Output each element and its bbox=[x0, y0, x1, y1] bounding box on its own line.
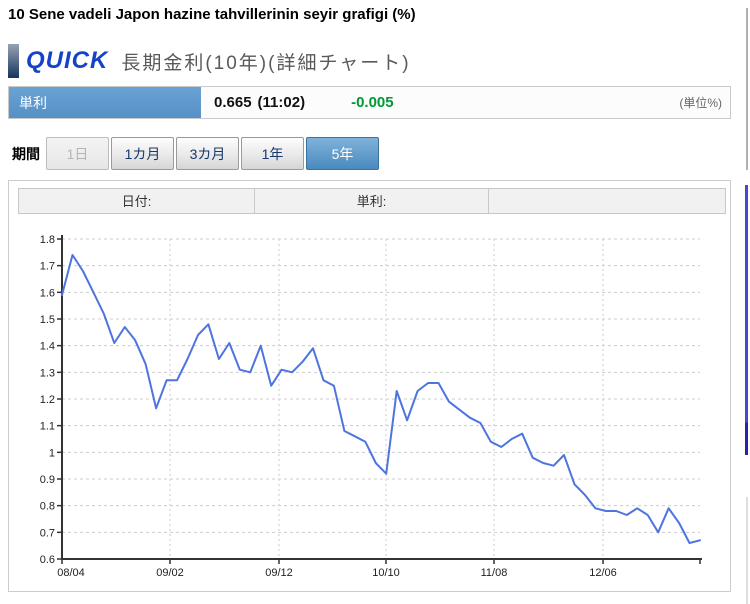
tab-1day: 1日 bbox=[46, 137, 109, 170]
x-tick-label: 09/02 bbox=[156, 567, 184, 579]
tooltip-rate-cell: 単利: bbox=[254, 188, 489, 214]
x-tick-label: 12/06 bbox=[589, 567, 617, 579]
chart-panel: 日付: 単利: 1.8 1.7 1.6 1.5 1.4 1.3 1.2 1.1 1 0.9 0.8 0… bbox=[8, 180, 731, 592]
period-label: 期間 bbox=[12, 145, 40, 162]
tooltip-date-cell: 日付: bbox=[18, 188, 255, 214]
y-tick-label: 1.6 bbox=[40, 287, 55, 299]
quote-value: 0.665 bbox=[214, 94, 252, 111]
tab-3months[interactable]: 3カ月 bbox=[176, 137, 239, 170]
quote-unit-note: (単位%) bbox=[679, 96, 722, 110]
y-tick-label: 1.2 bbox=[40, 394, 55, 406]
instrument-title: 長期金利(10年)(詳細チャート) bbox=[121, 52, 411, 74]
page-edge-artifact-blue bbox=[745, 185, 748, 455]
line-chart[interactable]: 1.8 1.7 1.6 1.5 1.4 1.3 1.2 1.1 1 0.9 0.8 0.7 0.608/… bbox=[9, 181, 730, 591]
page-edge-artifact-bottom bbox=[746, 497, 748, 604]
period-selector: 期間 1日 1カ月 3カ月 1年 5年 bbox=[12, 137, 381, 170]
tab-5years[interactable]: 5年 bbox=[306, 137, 379, 170]
quote-change: -0.005 bbox=[351, 94, 394, 111]
page-title: 10 Sene vadeli Japon hazine tahvillerini… bbox=[8, 6, 416, 23]
tooltip-empty-cell bbox=[488, 188, 726, 214]
quote-time: (11:02) bbox=[257, 94, 306, 111]
page-edge-artifact-top bbox=[746, 8, 748, 170]
tooltip-header-row: 日付: 単利: bbox=[18, 188, 726, 214]
tab-1year[interactable]: 1年 bbox=[241, 137, 304, 170]
yield-series-line bbox=[61, 254, 701, 544]
site-header: QUICK 長期金利(10年)(詳細チャート) bbox=[8, 44, 411, 78]
y-tick-label: 0.9 bbox=[40, 474, 55, 486]
y-tick-label: 1.4 bbox=[40, 341, 55, 353]
quick-logo-text: QUICK bbox=[26, 47, 109, 74]
y-tick-label: 0.8 bbox=[40, 501, 55, 513]
x-tick-label: 08/04 bbox=[57, 567, 85, 579]
x-tick-label: 10/10 bbox=[372, 567, 400, 579]
tab-1month[interactable]: 1カ月 bbox=[111, 137, 174, 170]
y-tick-label: 0.6 bbox=[40, 554, 55, 566]
y-tick-label: 1.3 bbox=[40, 367, 55, 379]
x-tick-label: 11/08 bbox=[481, 567, 508, 579]
x-tick-label: 09/12 bbox=[265, 567, 293, 579]
y-tick-label: 1 bbox=[49, 447, 55, 459]
y-tick-label: 1.5 bbox=[40, 314, 55, 326]
y-tick-label: 0.7 bbox=[40, 527, 55, 539]
quote-name-cell: 単利 bbox=[9, 87, 201, 118]
quick-logo-bar-icon bbox=[8, 44, 19, 78]
quote-bar: 単利 0.665 (11:02) -0.005 (単位%) bbox=[8, 86, 731, 119]
y-tick-label: 1.1 bbox=[40, 421, 55, 433]
y-tick-label: 1.7 bbox=[40, 261, 55, 273]
y-tick-label: 1.8 bbox=[40, 234, 55, 246]
